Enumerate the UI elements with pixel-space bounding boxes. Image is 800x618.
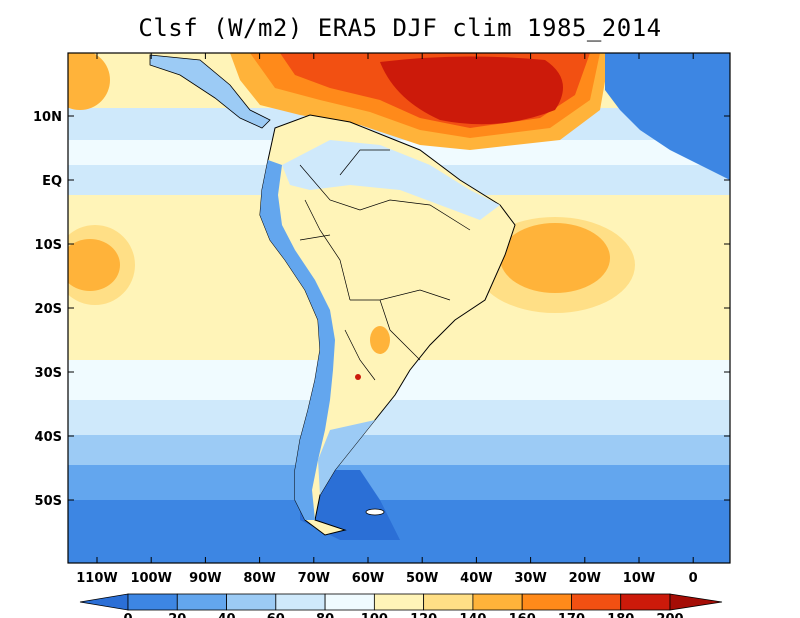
x-tick-label: 20W xyxy=(569,571,601,586)
band-south-2 xyxy=(68,435,730,465)
x-tick-label: 50W xyxy=(406,571,438,586)
x-tick-label: 30W xyxy=(514,571,546,586)
x-tick-label: 80W xyxy=(243,571,275,586)
x-tick-label: 40W xyxy=(460,571,492,586)
colorbar-under-triangle xyxy=(79,593,129,611)
x-tick-label: 60W xyxy=(352,571,384,586)
colorbar-label: 120 xyxy=(410,612,437,618)
colorbar-swatch xyxy=(324,593,375,611)
andes-hot-spot xyxy=(355,374,361,380)
colorbar-label: 80 xyxy=(316,612,334,618)
n-atlantic-warm-core xyxy=(380,56,563,125)
colorbar-over-triangle xyxy=(669,593,723,611)
colorbar-swatch xyxy=(521,593,572,611)
x-tick-label: 90W xyxy=(189,571,221,586)
x-tick-label: 70W xyxy=(298,571,330,586)
country-borders xyxy=(299,149,471,381)
falkland-islands xyxy=(365,508,385,516)
patagonia-region xyxy=(318,420,375,495)
colorbar-label: 170 xyxy=(558,612,585,618)
colorbar-label: 60 xyxy=(267,612,285,618)
y-tick-label: 20S xyxy=(35,302,62,317)
colorbar-label: 100 xyxy=(361,612,388,618)
colorbar-label: 0 xyxy=(123,612,132,618)
colorbar-label: 140 xyxy=(459,612,486,618)
colorbar-swatch xyxy=(571,593,622,611)
x-tick-label: 0 xyxy=(689,571,698,586)
y-tick-label: 50S xyxy=(35,494,62,509)
colorbar-swatch xyxy=(423,593,474,611)
chart-title: Clsf (W/m2) ERA5 DJF clim 1985_2014 xyxy=(138,14,662,42)
colorbar-label: 20 xyxy=(168,612,186,618)
chaco-warm-spot xyxy=(370,326,390,354)
colorbar-swatch xyxy=(472,593,523,611)
central-america-land xyxy=(149,54,271,129)
amazon-region xyxy=(282,140,500,220)
colorbar-label: 180 xyxy=(607,612,634,618)
band-south-3 xyxy=(68,465,730,500)
colorbar-label: 200 xyxy=(656,612,683,618)
colorbar-swatch xyxy=(373,593,425,611)
colorbar-swatch xyxy=(620,593,671,611)
colorbar-swatch xyxy=(275,593,326,611)
se-pacific-high-core xyxy=(68,239,120,291)
colorbar-label: 40 xyxy=(217,612,235,618)
map-field xyxy=(68,53,730,563)
y-tick-label: 40S xyxy=(35,430,62,445)
x-tick-label: 100W xyxy=(130,571,171,586)
y-tick-label: 10N xyxy=(33,110,62,125)
y-tick-label: EQ xyxy=(42,174,62,189)
africa-land xyxy=(605,53,730,180)
x-tick-label: 10W xyxy=(623,571,655,586)
colorbar-swatch xyxy=(226,593,277,611)
band-south-1 xyxy=(68,400,730,435)
y-tick-label: 30S xyxy=(35,366,62,381)
colorbar-swatch xyxy=(176,593,227,611)
y-tick-label: 10S xyxy=(35,238,62,253)
colorbar-label: 160 xyxy=(509,612,536,618)
y-axis: 10N EQ 10S 20S 30S 40S 50S xyxy=(33,110,730,509)
ne-pacific-warm xyxy=(68,53,110,110)
x-axis: 110W 100W 90W 80W 70W 60W 50W 40W 30W 20W 10W 0 xyxy=(76,53,698,586)
colorbar-swatch xyxy=(127,593,178,611)
colorbar: 0 20 40 60 80 100 120 140 160 170 180 200 xyxy=(79,593,723,618)
band-south-4 xyxy=(68,500,730,563)
x-tick-label: 110W xyxy=(76,571,117,586)
andes-strip xyxy=(260,160,335,520)
s-atlantic-high-core xyxy=(500,223,610,293)
